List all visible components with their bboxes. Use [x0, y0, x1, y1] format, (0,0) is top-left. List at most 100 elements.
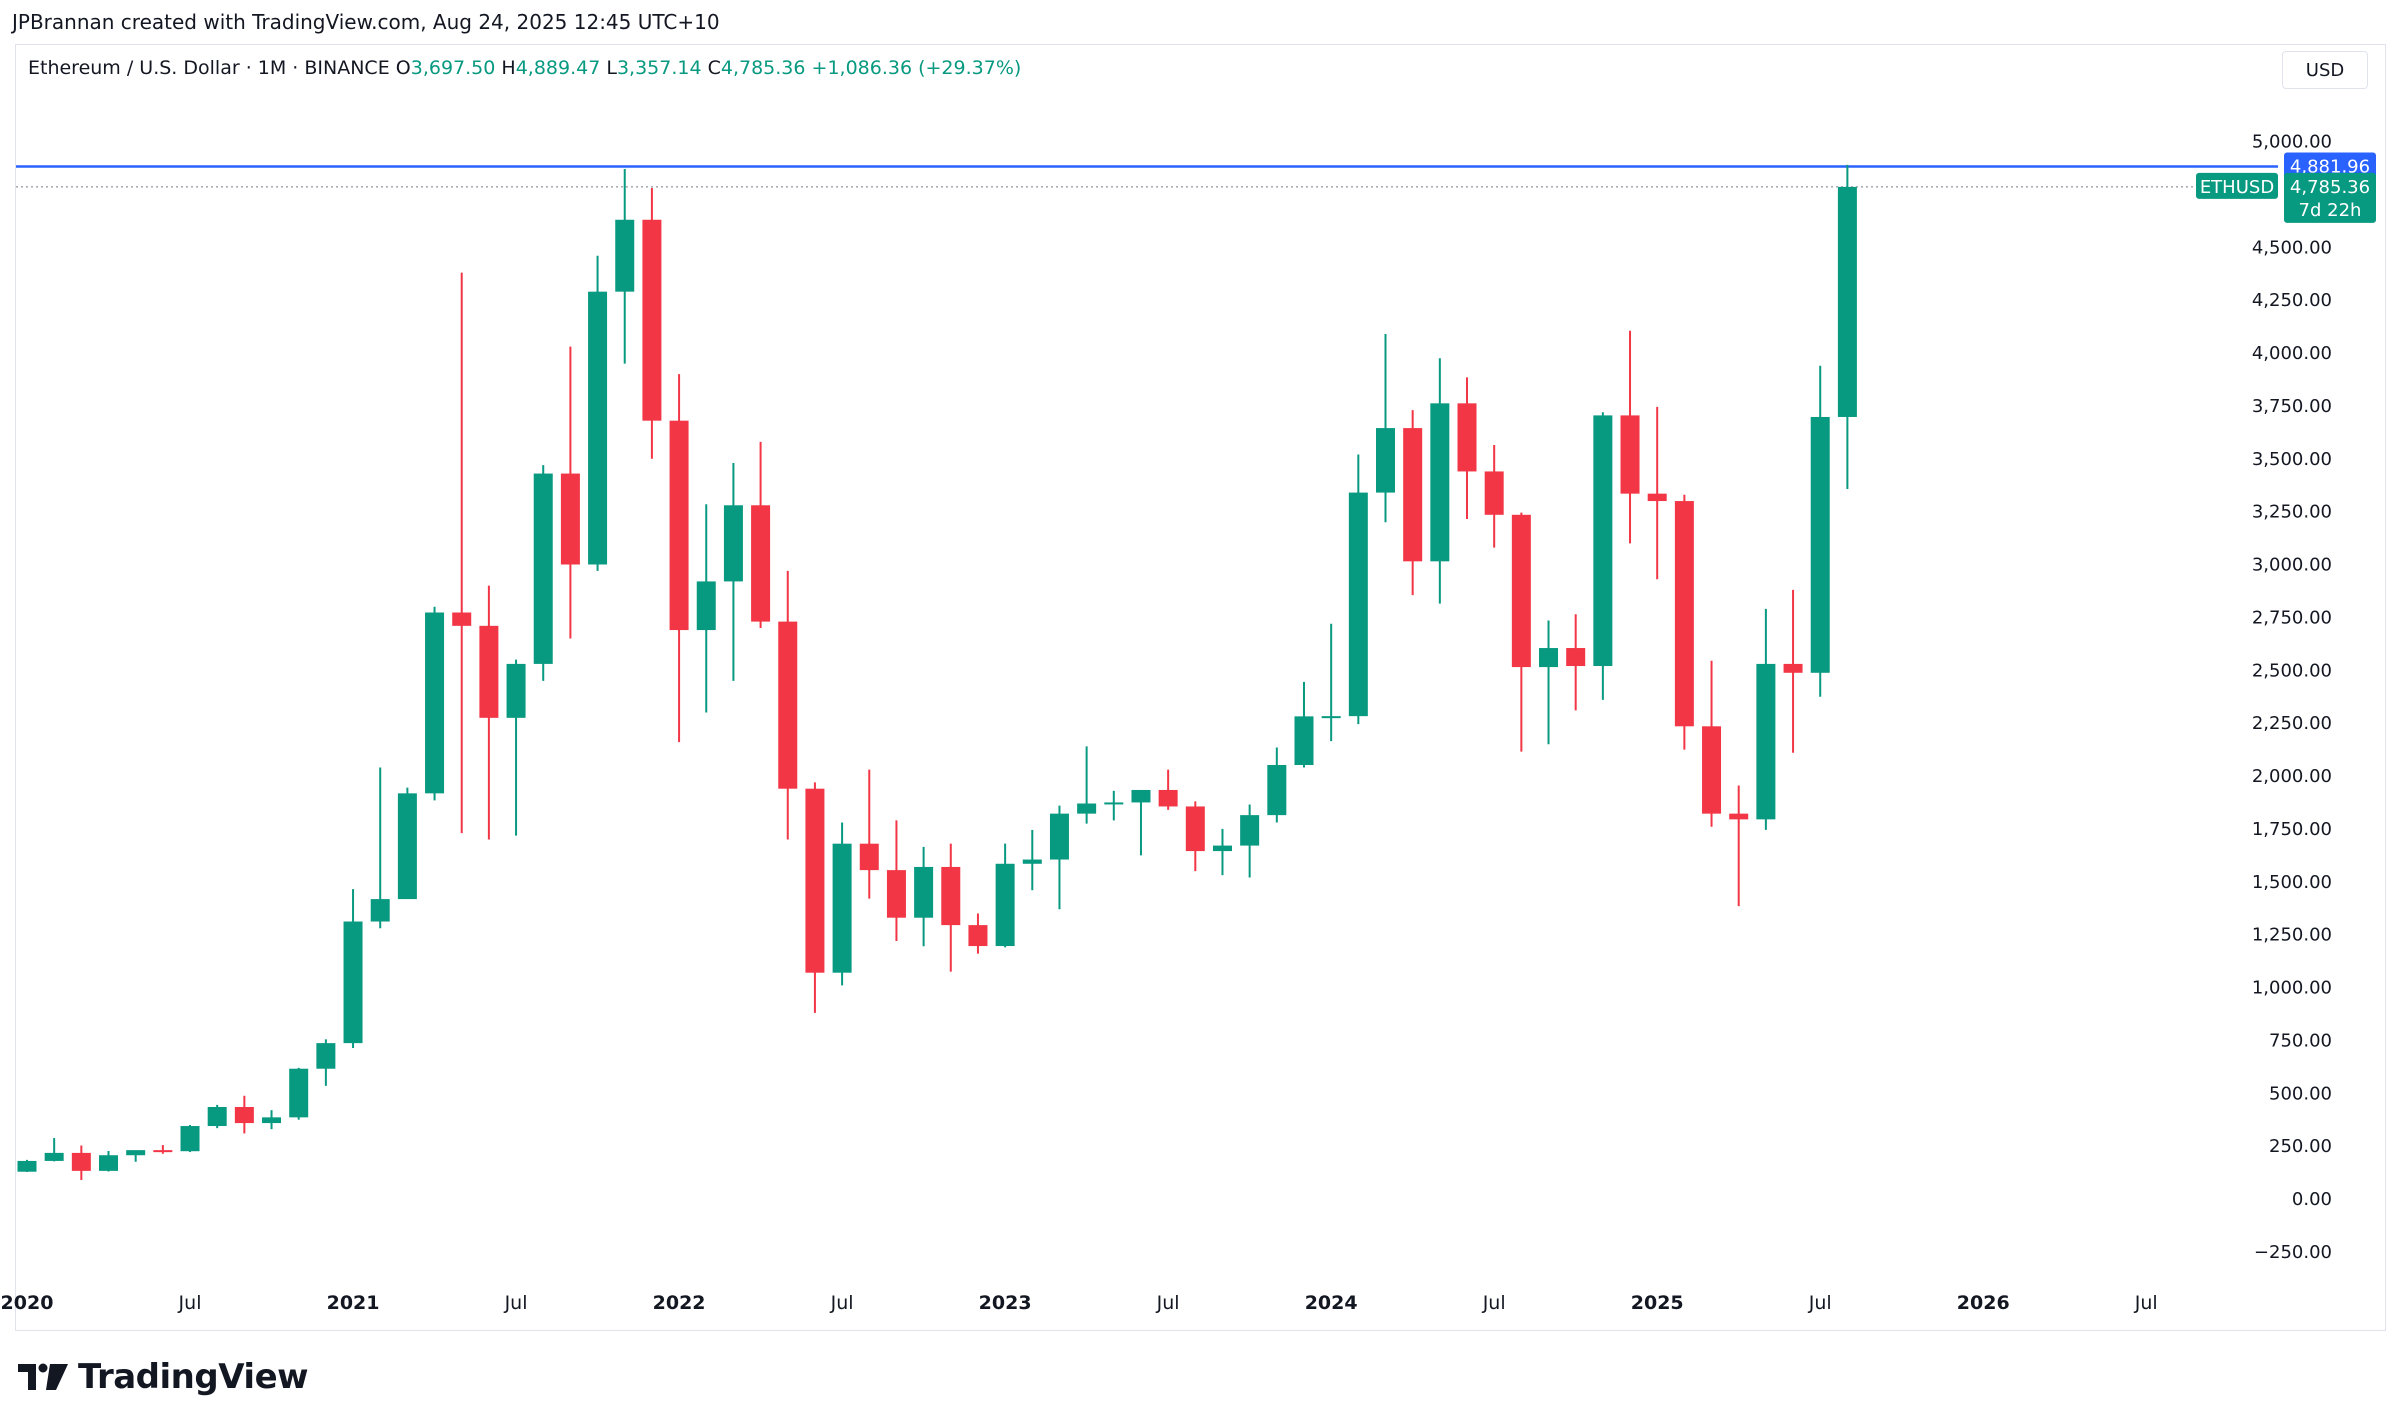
- price-tick-label: 1,500.00: [2252, 872, 2332, 893]
- candle-body: [615, 219, 635, 292]
- candle-body: [1756, 663, 1776, 820]
- candle[interactable]: [968, 913, 988, 954]
- candle[interactable]: [1403, 410, 1423, 596]
- candle[interactable]: [1294, 681, 1314, 768]
- horizontal-line-layer: [16, 165, 2278, 188]
- candle[interactable]: [1104, 790, 1124, 821]
- candle[interactable]: [1321, 623, 1341, 742]
- candle[interactable]: [941, 843, 961, 972]
- candle[interactable]: [1729, 785, 1749, 907]
- candle[interactable]: [615, 168, 635, 364]
- candle[interactable]: [1647, 406, 1667, 580]
- candle[interactable]: [234, 1095, 254, 1134]
- candle[interactable]: [343, 889, 363, 1048]
- candle[interactable]: [669, 374, 689, 743]
- candle-body: [1321, 716, 1341, 719]
- tradingview-logo[interactable]: TradingView: [18, 1357, 309, 1397]
- candle[interactable]: [995, 843, 1015, 948]
- candle[interactable]: [1511, 512, 1531, 752]
- candle[interactable]: [1049, 805, 1069, 910]
- high-key: H: [501, 57, 516, 79]
- candle[interactable]: [397, 787, 417, 900]
- candle[interactable]: [1430, 358, 1450, 604]
- candle[interactable]: [696, 504, 716, 713]
- candle[interactable]: [805, 782, 825, 1013]
- time-tick-label: 2021: [327, 1292, 380, 1314]
- candle-body: [289, 1068, 309, 1118]
- candle[interactable]: [1620, 330, 1640, 544]
- candle[interactable]: [1131, 789, 1151, 856]
- time-tick-label: 2026: [1957, 1292, 2010, 1314]
- candle[interactable]: [44, 1138, 64, 1162]
- candle[interactable]: [723, 462, 743, 681]
- candle[interactable]: [1022, 829, 1042, 891]
- candle[interactable]: [126, 1150, 146, 1162]
- candle[interactable]: [506, 659, 526, 836]
- candle[interactable]: [1267, 747, 1287, 823]
- candle[interactable]: [425, 606, 445, 801]
- candle[interactable]: [1783, 589, 1803, 753]
- candle-body: [1457, 403, 1477, 472]
- currency-button[interactable]: USD: [2282, 51, 2368, 89]
- candle[interactable]: [370, 767, 390, 929]
- candle[interactable]: [533, 465, 553, 681]
- time-tick-label: Jul: [504, 1292, 528, 1314]
- candle[interactable]: [1376, 333, 1395, 523]
- candle[interactable]: [859, 769, 879, 899]
- candle[interactable]: [1457, 377, 1477, 520]
- candle-body: [262, 1117, 282, 1124]
- candle-body: [1267, 765, 1287, 816]
- time-tick-label: Jul: [178, 1292, 202, 1314]
- candle[interactable]: [479, 585, 499, 840]
- candle[interactable]: [1837, 164, 1857, 489]
- candle[interactable]: [262, 1110, 282, 1130]
- candle[interactable]: [452, 272, 472, 834]
- horizontal-line-price-label: 4,881.96: [2290, 156, 2370, 177]
- candle[interactable]: [71, 1145, 91, 1180]
- candle-body: [1294, 716, 1314, 766]
- candle[interactable]: [1077, 746, 1097, 824]
- candle[interactable]: [1674, 494, 1694, 750]
- candle[interactable]: [207, 1104, 227, 1129]
- candle[interactable]: [588, 255, 608, 571]
- candle[interactable]: [1810, 365, 1830, 697]
- candle-body: [1783, 663, 1803, 673]
- candle[interactable]: [832, 822, 852, 986]
- candle[interactable]: [289, 1067, 309, 1120]
- candle[interactable]: [17, 1159, 37, 1172]
- candle[interactable]: [153, 1145, 173, 1154]
- candle[interactable]: [642, 188, 662, 459]
- candle-body: [506, 663, 526, 718]
- candle[interactable]: [316, 1039, 336, 1086]
- candle-body: [316, 1043, 336, 1069]
- candle[interactable]: [1566, 614, 1586, 711]
- candle[interactable]: [1484, 445, 1504, 548]
- candle[interactable]: [1539, 620, 1559, 745]
- time-tick-label: 2023: [979, 1292, 1032, 1314]
- price-tick-label: 2,250.00: [2252, 713, 2332, 734]
- candle-body: [1837, 186, 1857, 417]
- candle[interactable]: [1593, 412, 1613, 700]
- candle[interactable]: [914, 846, 934, 947]
- candle[interactable]: [560, 346, 580, 639]
- candle-body: [452, 612, 472, 626]
- candle[interactable]: [1348, 454, 1368, 725]
- candle[interactable]: [1756, 608, 1776, 830]
- candle[interactable]: [1702, 660, 1722, 827]
- candle[interactable]: [180, 1124, 200, 1153]
- attribution-text: JPBrannan created with TradingView.com, …: [12, 10, 720, 34]
- candle[interactable]: [1158, 769, 1178, 810]
- symbol-legend: Ethereum / U.S. Dollar · 1M · BINANCE O3…: [28, 57, 1021, 79]
- candle[interactable]: [99, 1150, 119, 1172]
- candle-body: [17, 1160, 37, 1172]
- price-tick-label: 500.00: [2269, 1083, 2332, 1104]
- candle[interactable]: [751, 441, 771, 628]
- candle[interactable]: [1185, 801, 1205, 872]
- candle[interactable]: [886, 820, 906, 941]
- candle[interactable]: [778, 570, 798, 840]
- candle[interactable]: [1212, 828, 1232, 876]
- price-tick-label: 1,000.00: [2252, 978, 2332, 999]
- candle[interactable]: [1240, 804, 1260, 878]
- candle-body: [343, 921, 363, 1044]
